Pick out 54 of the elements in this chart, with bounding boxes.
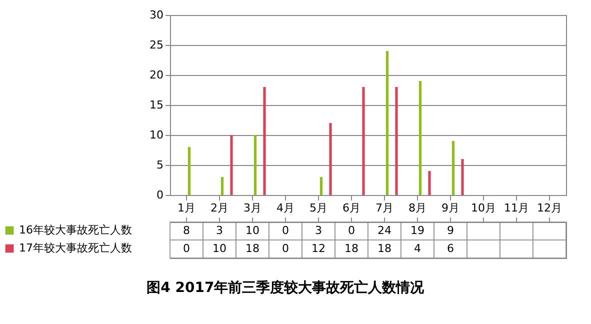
data-label: 0 [282, 242, 289, 255]
legend-label: 17年较大事故死亡人数 [19, 242, 132, 254]
x-tick-label: 12月 [537, 202, 562, 214]
bar [263, 87, 266, 195]
y-tick-label: 30 [150, 8, 164, 22]
bar [428, 171, 431, 195]
data-label: 8 [183, 224, 190, 237]
bar [362, 87, 365, 195]
x-tick-label: 11月 [504, 202, 529, 214]
bar [230, 135, 233, 195]
y-tick-label: 25 [150, 38, 164, 52]
bar [220, 177, 224, 195]
y-tick-label: 10 [150, 128, 164, 142]
text: 图4 2017年前三季度较大事故死亡人数情况 [146, 278, 426, 296]
bar [254, 135, 257, 195]
x-tick-label: 6月 [342, 202, 360, 214]
y-tick-label: 15 [150, 98, 164, 112]
bar [188, 147, 191, 195]
data-label: 9 [447, 224, 454, 237]
legend-label: 16年较大事故死亡人数 [19, 224, 132, 236]
x-tick-label: 4月 [276, 202, 294, 214]
data-label: 0 [348, 224, 355, 237]
y-tick-label: 0 [156, 188, 164, 202]
data-label: 0 [282, 224, 289, 237]
data-label: 18 [246, 242, 260, 255]
data-label: 19 [410, 224, 424, 237]
x-tick-label: 10月 [471, 202, 496, 214]
data-label: 18 [378, 242, 392, 255]
data-label: 24 [378, 224, 392, 237]
data-label: 10 [212, 242, 226, 255]
x-tick-label: 7月 [376, 202, 394, 214]
data-label: 3 [216, 224, 223, 237]
x-tick-label: 9月 [442, 202, 460, 214]
bar [395, 87, 398, 195]
bar [452, 141, 455, 195]
bar [418, 81, 422, 195]
bar [461, 159, 464, 195]
data-label: 12 [312, 242, 326, 255]
y-tick-label: 20 [150, 68, 164, 82]
data-label: 6 [447, 242, 454, 255]
x-tick-label: 2月 [210, 202, 228, 214]
bar [320, 177, 323, 195]
x-tick-label: 8月 [408, 202, 426, 214]
data-label: 10 [246, 224, 260, 237]
data-label: 18 [344, 242, 358, 255]
x-tick-label: 3月 [244, 202, 262, 214]
x-tick-label: 1月 [178, 202, 196, 214]
y-tick-label: 5 [156, 158, 164, 172]
data-label: 3 [315, 224, 322, 237]
data-label: 4 [414, 242, 421, 255]
x-tick-label: 5月 [310, 202, 328, 214]
data-label: 0 [183, 242, 190, 255]
bar [386, 51, 389, 195]
bar [329, 123, 332, 195]
